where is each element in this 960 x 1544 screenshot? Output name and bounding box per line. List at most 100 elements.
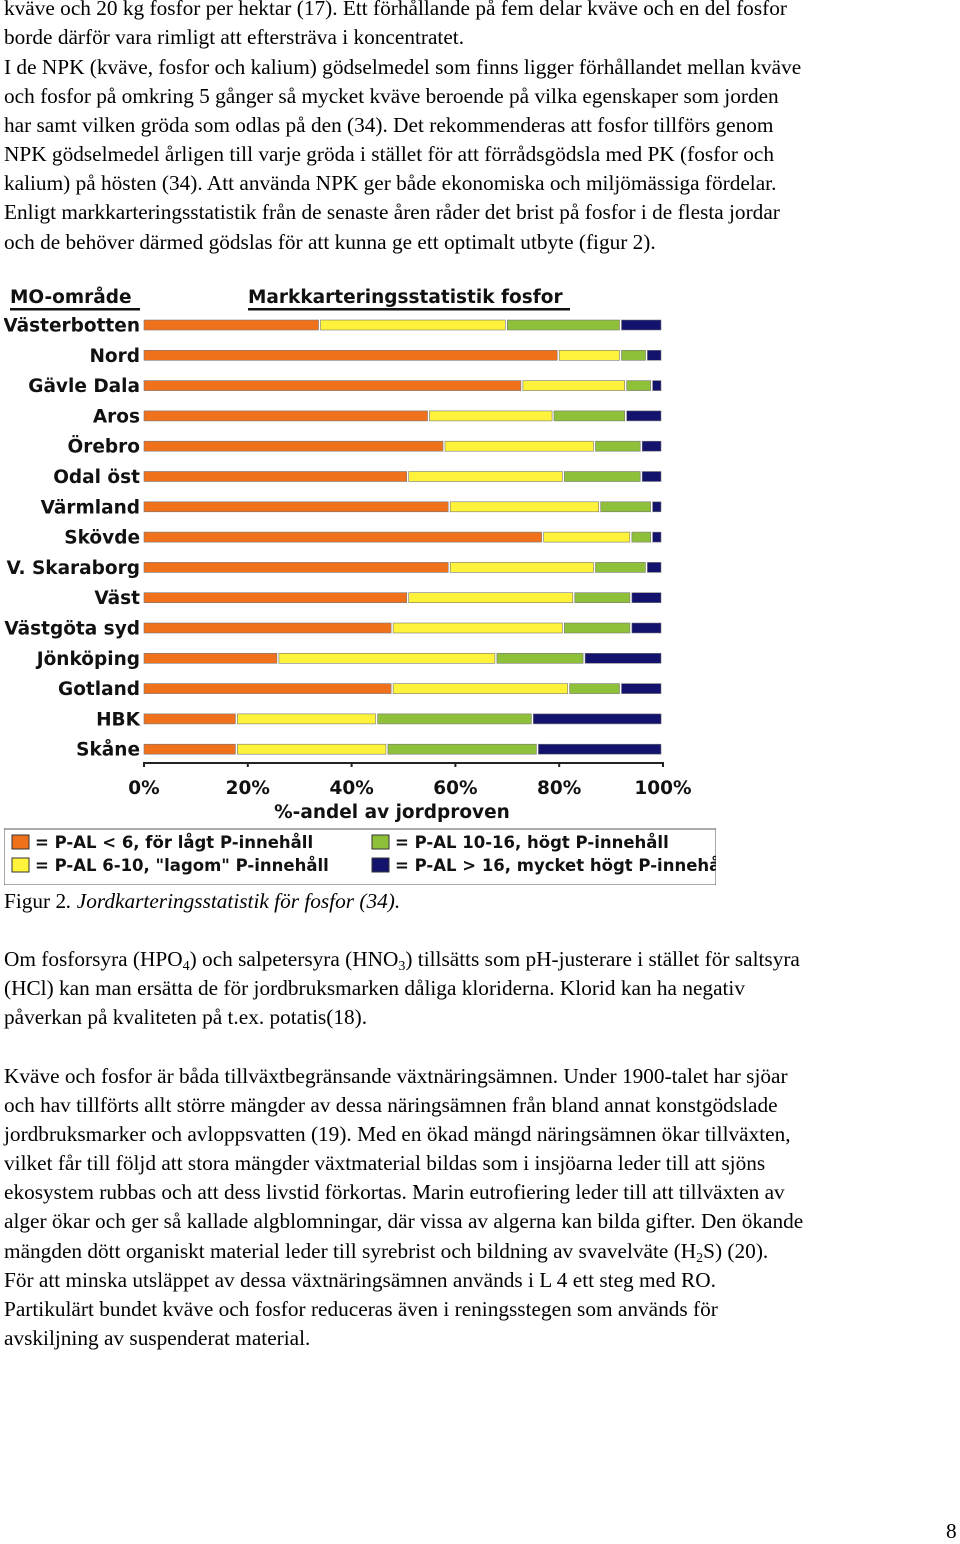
bar-segment (652, 380, 662, 391)
x-axis-line (144, 762, 663, 764)
bar-segment (143, 562, 449, 573)
legend-swatch (11, 834, 30, 850)
bar-segment (564, 622, 631, 634)
text-run: S) (20). (703, 1238, 769, 1263)
text-line: kalium) på hösten (34). Att använda NPK … (4, 171, 777, 196)
category-label: Aros (93, 406, 140, 427)
bar-segment (584, 652, 662, 664)
text-line: alger ökar och ger så kallade algblomnin… (4, 1209, 804, 1234)
text-line: Partikulärt bundet kväve och fosfor redu… (4, 1296, 718, 1321)
text-line: Enligt markkarteringsstatistik från de s… (4, 200, 780, 225)
text-line: I de NPK (kväve, fosfor och kalium) göds… (4, 55, 802, 79)
bar-segment (621, 683, 662, 694)
bar-segment (621, 319, 662, 331)
x-tick-label: 40% (329, 778, 373, 799)
bar-segment (278, 652, 496, 664)
bar-segment (600, 501, 651, 513)
chart-title: Markkarteringsstatistik fosfor (248, 287, 564, 308)
text-run: Om fosforsyra (HPO (4, 947, 183, 971)
caption-label: Figur 2 (4, 889, 67, 913)
x-tick-label: 60% (433, 778, 477, 799)
bar-segment (392, 683, 568, 694)
text-line: vilket får till följd att stora mängder … (4, 1151, 766, 1176)
bar-segment (429, 410, 553, 422)
text-line: mängden dött organiskt material leder ti… (4, 1237, 958, 1266)
bar-segment (543, 531, 631, 543)
title-underline (248, 308, 570, 311)
bar-segment (538, 743, 662, 755)
bar-segment (569, 683, 620, 694)
bar-segment (143, 622, 392, 634)
bar-segment (553, 410, 625, 422)
text-line: påverkan på kvaliteten på t.ex. potatis(… (4, 1005, 368, 1030)
bar-segment (449, 562, 594, 573)
legend-label: = P-AL 10-16, högt P-innehåll (395, 833, 669, 852)
bar-segment (237, 743, 387, 755)
paragraph-intro: kväve och 20 kg fosfor per hektar (17). … (4, 0, 958, 52)
text-line: Kväve och fosfor är båda tillväxtbegräns… (4, 1064, 788, 1088)
category-label: Odal öst (53, 467, 140, 488)
bar-segment (444, 440, 594, 452)
bar-segment (532, 713, 662, 725)
bar-segment (626, 380, 651, 391)
bar-segment (143, 471, 408, 482)
text-line: och fosfor på omkring 5 gånger så mycket… (4, 84, 779, 109)
category-label: Gävle Dala (28, 376, 140, 397)
text-line: jordbruksmarker och avloppsvatten (19). … (4, 1122, 791, 1147)
legend-swatch (371, 857, 390, 873)
bar-segment (143, 319, 319, 331)
text-line: ekosystem rubbas och att dess livstid fö… (4, 1180, 785, 1205)
legend-label: = P-AL < 6, för lågt P-innehåll (35, 833, 313, 852)
bar-segment (631, 531, 652, 543)
legend-swatch (11, 857, 30, 873)
category-label: Gotland (58, 679, 140, 700)
category-label: Skövde (64, 528, 140, 549)
text-line: NPK gödselmedel årligen till varje gröda… (4, 142, 775, 167)
page-number: 8 (946, 1519, 957, 1543)
x-tick (350, 762, 353, 767)
paragraph-npk: I de NPK (kväve, fosfor och kalium) göds… (4, 53, 958, 257)
category-label: Jönköping (35, 649, 140, 670)
text-run: mängden dött organiskt material leder ti… (4, 1238, 697, 1263)
x-axis-label: %-andel av jordproven (274, 802, 510, 823)
text-line: och hav tillförts allt större mängder av… (4, 1093, 778, 1118)
bar-segment (143, 592, 408, 604)
subscript: 4 (182, 959, 190, 974)
legend-label: = P-AL 6-10, "lagom" P-innehåll (35, 856, 329, 875)
stacked-bar-chart: MO-område Markkarteringsstatistik fosfor… (4, 282, 716, 885)
bar-segment (652, 501, 662, 513)
category-label: Västgöta syd (4, 619, 140, 640)
text-line: För att minska utsläppet av dessa växtnä… (4, 1267, 716, 1292)
bar-segment (506, 319, 620, 331)
bar-segment (408, 592, 574, 604)
bar-segment (320, 319, 506, 331)
category-label: V. Skaraborg (7, 558, 140, 579)
caption-text: . Jordkarteringsstatistik för fosfor (34… (66, 889, 401, 913)
text-line: och de behöver därmed gödslas för att ku… (4, 229, 656, 254)
bar-segment (392, 622, 563, 634)
bar-segment (558, 350, 620, 361)
category-label: Nord (89, 346, 140, 367)
category-label: HBK (96, 709, 141, 730)
bar-segment (564, 471, 641, 482)
x-tick (558, 762, 561, 767)
bar-segment (143, 531, 542, 543)
category-label: Värmland (41, 497, 140, 518)
legend-label: = P-AL > 16, mycket högt P-innehåll (395, 856, 716, 875)
bar-segment (641, 471, 662, 482)
x-tick (246, 762, 249, 767)
header-underline (10, 308, 140, 311)
figure-caption: Figur 2. Jordkarteringsstatistik för fos… (4, 887, 400, 916)
x-tick-label: 100% (634, 778, 691, 799)
text-line: borde därför vara rimligt att eftersträv… (4, 25, 465, 50)
bar-segment (237, 713, 376, 725)
paragraph-eutrophication: Kväve och fosfor är båda tillväxtbegräns… (4, 1062, 958, 1353)
bar-segment (647, 350, 662, 361)
text-run: ) tillsätts som pH-justerare i stället f… (405, 947, 800, 971)
x-tick-label: 20% (226, 778, 270, 799)
x-tick (662, 762, 664, 767)
bar-segment (449, 501, 600, 513)
bar-segment (143, 501, 449, 513)
bar-segment (621, 350, 646, 361)
bar-segment (631, 592, 662, 604)
